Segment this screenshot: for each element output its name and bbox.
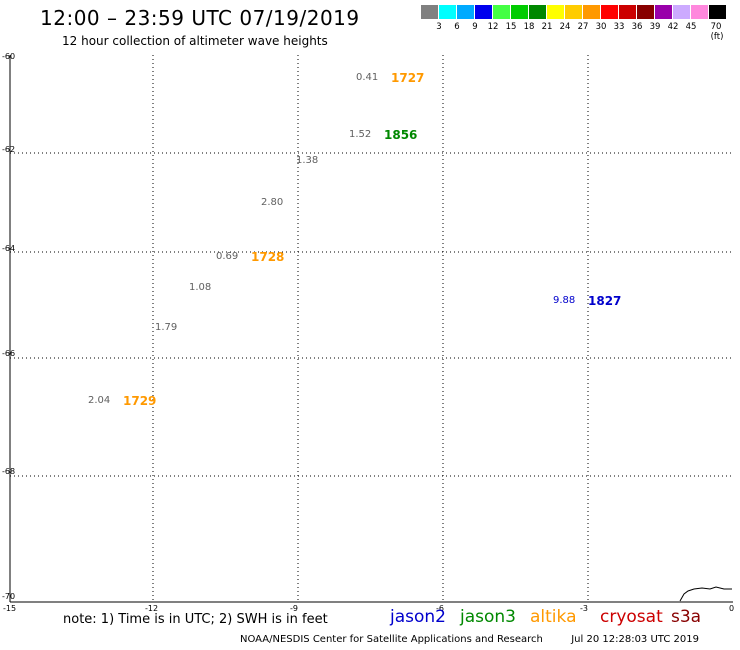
credit-text: NOAA/NESDIS Center for Satellite Applica… <box>240 634 543 645</box>
legend-swatch <box>475 5 492 19</box>
legend-swatch <box>565 5 582 19</box>
wave-height-value: 2.04 <box>88 395 111 406</box>
legend-swatch <box>583 5 600 19</box>
longitude-label: -3 <box>580 604 588 613</box>
longitude-label: 0 <box>729 604 735 613</box>
wave-height-value: 9.88 <box>553 295 576 306</box>
legend-label: 70 (ft) <box>710 22 724 42</box>
generated-timestamp: Jul 20 12:28:03 UTC 2019 <box>571 634 699 645</box>
longitude-label: -12 <box>145 604 159 613</box>
map-title: 12:00 – 23:59 UTC 07/19/2019 <box>40 6 360 30</box>
pass-time-label: 1728 <box>251 250 285 264</box>
wave-height-value: 0.69 <box>216 251 239 262</box>
legend-swatch <box>511 5 528 19</box>
legend-swatch <box>601 5 618 19</box>
latitude-label: -70 <box>2 592 16 601</box>
pass-time-label: 1729 <box>123 394 157 408</box>
latitude-label: -60 <box>2 52 16 61</box>
pass-time-label: 1827 <box>588 294 622 308</box>
units-note: note: 1) Time is in UTC; 2) SWH is in fe… <box>63 612 328 627</box>
satellite-altika-label: altika <box>530 607 577 627</box>
wave-height-value: 1.52 <box>349 129 372 140</box>
longitude-label: -6 <box>436 604 444 613</box>
legend-swatch <box>439 5 456 19</box>
legend-label: 18 <box>523 22 535 32</box>
legend-label: 3 <box>436 22 442 32</box>
legend-swatch <box>655 5 672 19</box>
legend-label: 33 <box>613 22 625 32</box>
legend-label: 15 <box>505 22 517 32</box>
satellite-s3a-label: s3a <box>671 607 702 627</box>
longitude-label: -15 <box>3 604 17 613</box>
legend-swatch <box>457 5 474 19</box>
legend-label: 36 <box>631 22 643 32</box>
longitude-label: -9 <box>290 604 298 613</box>
legend-label: 30 <box>595 22 607 32</box>
legend-label: 9 <box>472 22 478 32</box>
satellite-jason2-label: jason2 <box>390 607 446 627</box>
wave-height-value: 1.38 <box>296 155 319 166</box>
legend-swatch <box>493 5 510 19</box>
legend-label: 21 <box>541 22 553 32</box>
latitude-label: -62 <box>2 145 16 154</box>
latitude-label: -68 <box>2 467 16 476</box>
legend-swatch <box>673 5 690 19</box>
legend-label: 27 <box>577 22 589 32</box>
legend-swatch <box>529 5 546 19</box>
legend-label: 24 <box>559 22 571 32</box>
map-subtitle: 12 hour collection of altimeter wave hei… <box>62 34 328 48</box>
pass-time-label: 1727 <box>391 71 425 85</box>
legend-swatch <box>619 5 636 19</box>
legend-swatch <box>709 5 726 19</box>
latitude-label: -64 <box>2 244 16 253</box>
map-frame <box>9 55 733 603</box>
legend-label: 12 <box>487 22 499 32</box>
legend-swatch <box>637 5 654 19</box>
legend-swatch <box>547 5 564 19</box>
legend-label: 42 <box>667 22 679 32</box>
legend-label: 45 <box>685 22 697 32</box>
wave-height-value: 2.80 <box>261 197 284 208</box>
legend-swatch <box>691 5 708 19</box>
legend-swatch <box>421 5 438 19</box>
legend-label: 6 <box>454 22 460 32</box>
latitude-label: -66 <box>2 349 16 358</box>
wave-height-value: 0.41 <box>356 72 379 83</box>
footer-credit: NOAA/NESDIS Center for Satellite Applica… <box>240 634 699 645</box>
pass-time-label: 1856 <box>384 128 418 142</box>
satellite-cryosat-label: cryosat <box>600 607 663 627</box>
wave-height-value: 1.79 <box>155 322 178 333</box>
satellite-jason3-label: jason3 <box>460 607 516 627</box>
legend-label: 39 <box>649 22 661 32</box>
coastline <box>679 586 732 602</box>
wave-height-value: 1.08 <box>189 282 212 293</box>
grid-lines <box>10 55 733 602</box>
